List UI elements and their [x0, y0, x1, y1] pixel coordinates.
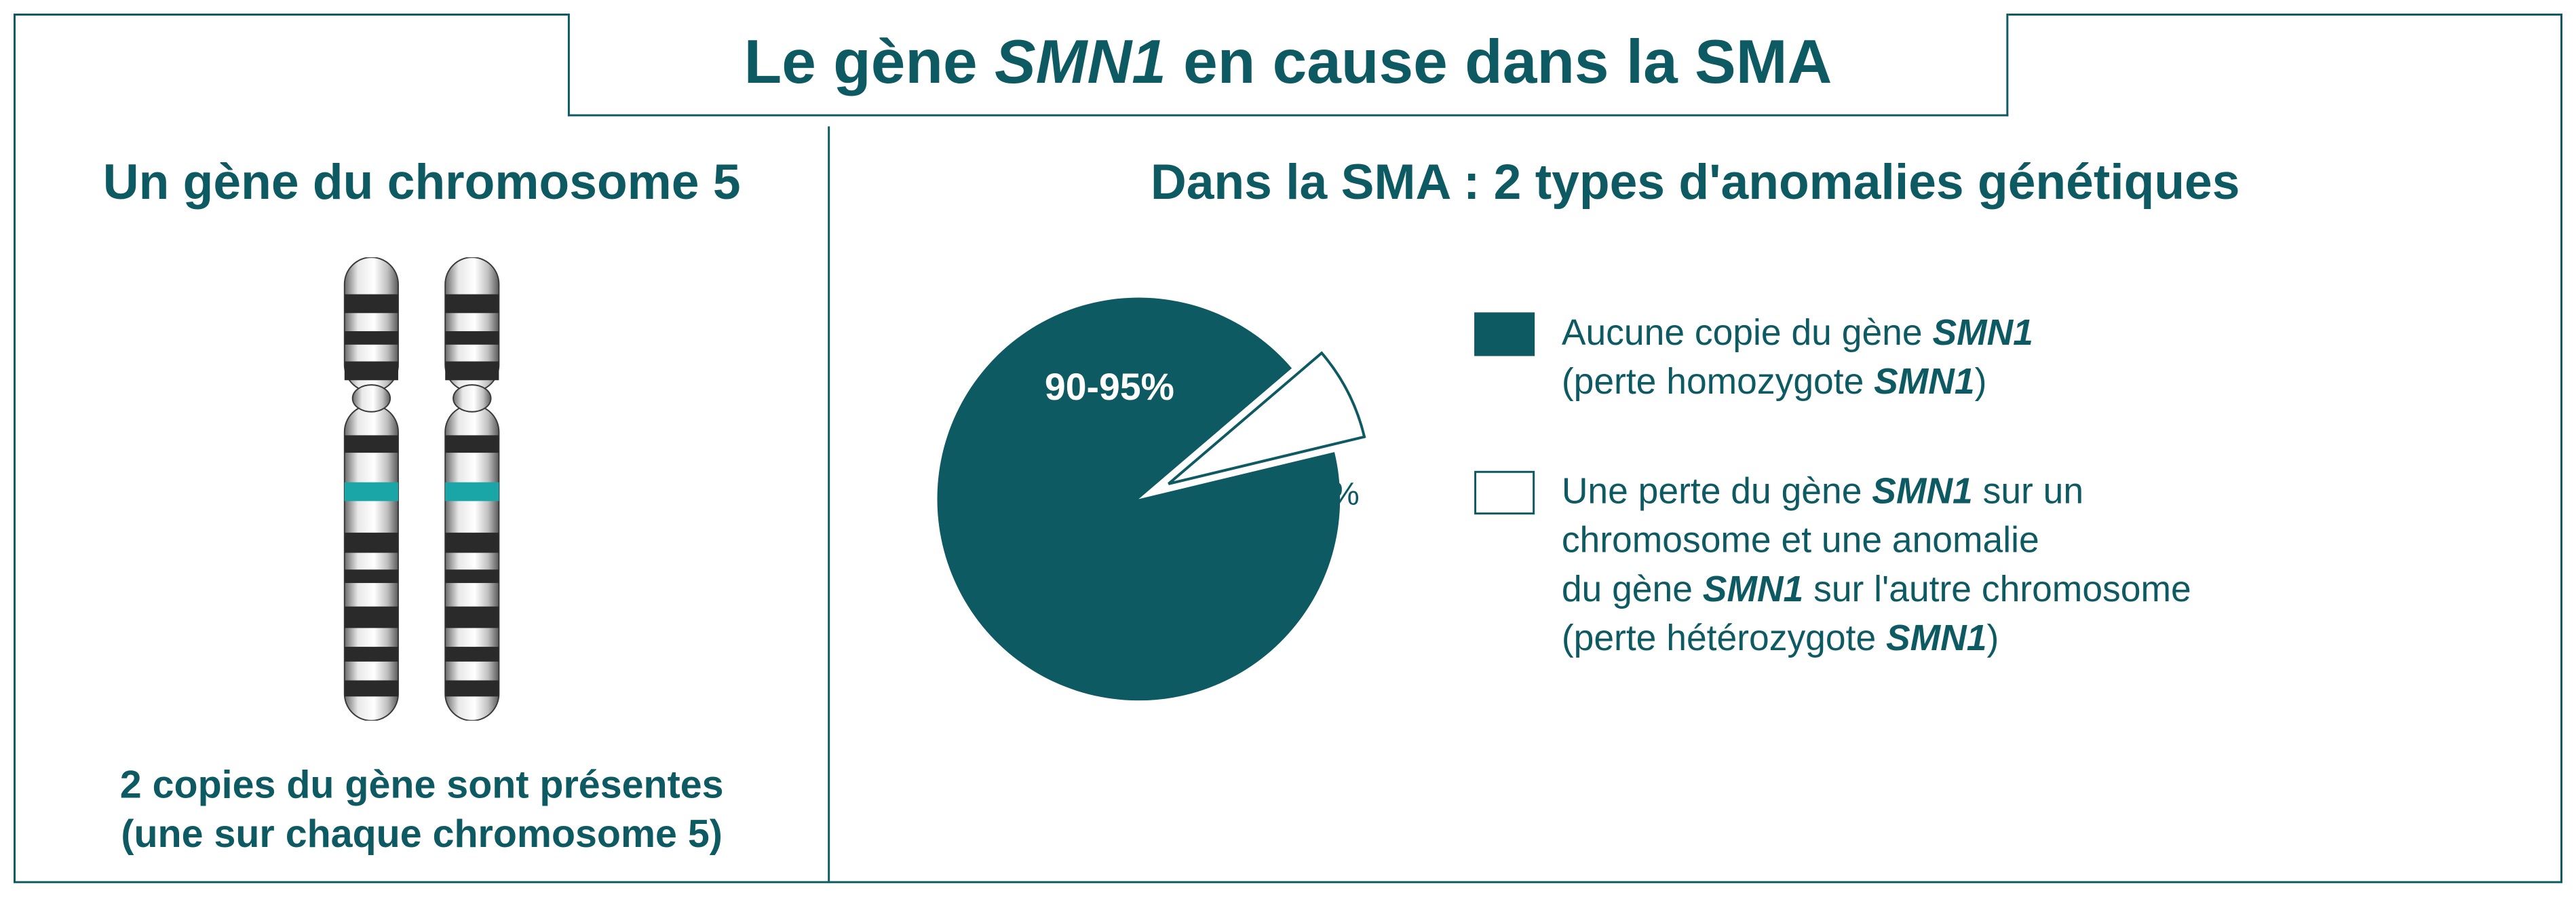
title-pre: Le gène — [744, 28, 995, 96]
legend-swatch — [1474, 313, 1535, 356]
gene-band-icon — [445, 483, 499, 502]
right-panel: Dans la SMA : 2 types d'anomalies généti… — [830, 126, 2560, 881]
caption-line: 2 copies du gène sont présentes — [120, 761, 724, 810]
legend-row: Une perte du gène SMN1 sur unchromosome … — [1474, 467, 2191, 662]
chromosome-icon — [334, 257, 408, 721]
title-box: Le gène SMN1 en cause dans la SMA — [567, 14, 2008, 116]
pie-chart: 90-95% 5-10% — [938, 271, 1394, 700]
left-panel: Un gène du chromosome 5 — [16, 126, 830, 881]
legend: Aucune copie du gène SMN1(perte homozygo… — [1474, 309, 2191, 663]
columns: Un gène du chromosome 5 — [16, 16, 2560, 881]
pie-label-minor: 5-10% — [1266, 476, 1359, 512]
left-heading: Un gène du chromosome 5 — [103, 153, 741, 210]
legend-row: Aucune copie du gène SMN1(perte homozygo… — [1474, 309, 2191, 407]
chromosome-pair — [334, 257, 509, 721]
title-gene: SMN1 — [995, 28, 1166, 96]
right-heading: Dans la SMA : 2 types d'anomalies généti… — [857, 153, 2534, 210]
infographic-frame: Le gène SMN1 en cause dans la SMA © AFM-… — [14, 14, 2562, 883]
main-title: Le gène SMN1 en cause dans la SMA — [744, 27, 1832, 98]
right-body: 90-95% 5-10% Aucune copie du gène SMN1(p… — [857, 271, 2534, 700]
gene-band-icon — [345, 483, 398, 502]
chromosome-icon — [435, 257, 509, 721]
legend-text: Aucune copie du gène SMN1(perte homozygo… — [1562, 309, 2033, 407]
left-caption: 2 copies du gène sont présentes (une sur… — [120, 761, 724, 858]
legend-text: Une perte du gène SMN1 sur unchromosome … — [1562, 467, 2191, 662]
caption-line: (une sur chaque chromosome 5) — [120, 810, 724, 858]
pie-label-major: 90-95% — [1045, 364, 1174, 408]
title-post: en cause dans la SMA — [1166, 28, 1832, 96]
legend-swatch — [1474, 471, 1535, 514]
